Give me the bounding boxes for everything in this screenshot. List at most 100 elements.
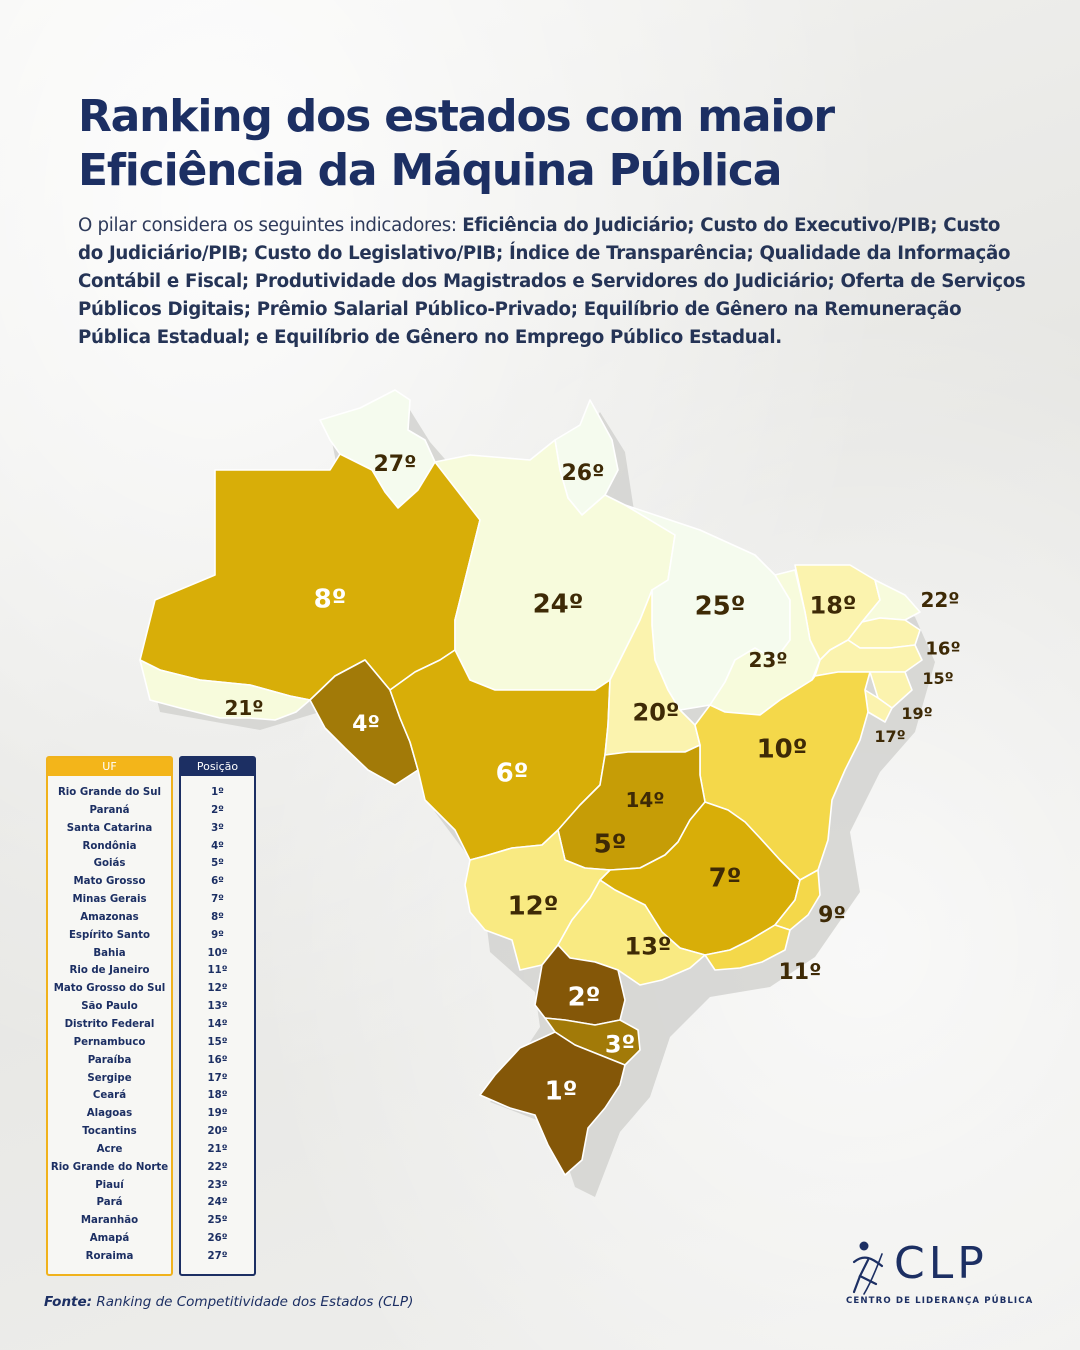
uf-row: Espírito Santo — [68, 929, 151, 941]
rank-label: 12º — [508, 891, 559, 921]
title-line-2: Eficiência da Máquina Pública — [78, 145, 782, 196]
rank-label: 18º — [810, 592, 857, 620]
state-region-espirito-santo — [774, 869, 821, 931]
rank-label: 25º — [695, 591, 746, 621]
uf-row: Paraná — [89, 804, 130, 816]
title-line-1: Ranking dos estados com maior — [78, 91, 835, 142]
source-label: Fonte: — [44, 1294, 93, 1310]
uf-row: Roraima — [85, 1250, 134, 1262]
position-row: 26º — [207, 1233, 228, 1245]
uf-row: Rio Grande do Sul — [57, 787, 162, 798]
position-column-header: Posição — [181, 758, 254, 776]
rank-label: 21º — [224, 696, 263, 720]
clp-figure-logo-icon — [852, 1241, 884, 1295]
uf-row: Mato Grosso — [73, 876, 146, 888]
uf-row: Alagoas — [86, 1108, 133, 1120]
uf-row: Rio de Janeiro — [69, 965, 150, 977]
map-regions — [139, 389, 923, 1176]
uf-row: Pernambuco — [73, 1036, 146, 1048]
position-row: 14º — [207, 1018, 228, 1030]
rank-label: 5º — [594, 829, 627, 859]
position-row: 21º — [207, 1143, 228, 1155]
position-rows: 1º 2º 3º 4º 5º 6º 7º 8º 9º 10º 11º 12º 13º 14º 15º 16º 1… — [181, 776, 254, 1266]
position-row: 27º — [207, 1250, 228, 1262]
position-row: 4º — [211, 840, 224, 852]
uf-row: Goiás — [93, 858, 126, 870]
state-region-sao-paulo — [557, 879, 706, 986]
uf-row: Santa Catarina — [66, 822, 153, 834]
uf-row: Sergipe — [87, 1072, 132, 1084]
position-row: 5º — [211, 858, 224, 870]
position-row: 15º — [207, 1036, 228, 1048]
page-title: Ranking dos estados com maior Eficiência… — [78, 90, 1018, 198]
rank-label: 10º — [757, 734, 808, 764]
rank-label: 3º — [605, 1031, 635, 1059]
rank-label: 15º — [922, 669, 953, 688]
uf-column-header: UF — [48, 758, 171, 776]
rank-label: 7º — [709, 863, 742, 893]
state-region-rio-grande-do-sul — [479, 1031, 626, 1176]
rank-label: 23º — [748, 648, 787, 672]
map-labels: 27º 26º 8º 24º 25º 18º 22º 16º 15º 19º 17º 23º 21º 4º… — [224, 452, 960, 1106]
position-row: 17º — [207, 1072, 228, 1084]
intro-paragraph: O pilar considera os seguintes indicador… — [78, 212, 1028, 352]
position-row: 23º — [207, 1179, 228, 1191]
rank-label: 19º — [901, 704, 932, 723]
uf-row: Pará — [96, 1197, 123, 1209]
logo-subtitle: CENTRO DE LIDERANÇA PÚBLICA — [846, 1296, 1034, 1306]
rank-label: 14º — [625, 788, 664, 812]
source-note: Fonte: Ranking de Competitividade dos Es… — [44, 1294, 413, 1310]
uf-row: Distrito Federal — [64, 1018, 155, 1030]
uf-row: Amapá — [89, 1233, 130, 1245]
position-row: 25º — [207, 1215, 228, 1227]
uf-row: Ceará — [92, 1090, 127, 1102]
rank-label: 13º — [625, 933, 672, 961]
rank-label: 22º — [920, 588, 959, 612]
state-region-amazonas — [139, 453, 481, 701]
uf-row: Tocantins — [82, 1126, 137, 1138]
rank-label: 26º — [561, 461, 604, 486]
uf-row: Paraíba — [87, 1054, 132, 1066]
uf-row: Amazonas — [80, 911, 139, 923]
position-row: 20º — [207, 1126, 228, 1138]
intro-prefix: O pilar considera os seguintes indicador… — [78, 215, 463, 236]
rank-label: 2º — [568, 982, 601, 1012]
uf-row: São Paulo — [81, 1001, 138, 1013]
uf-column: UF Rio Grande do Sul Paraná Santa Catarina… — [46, 756, 173, 1276]
position-row: 3º — [211, 822, 224, 834]
rank-label: 17º — [874, 727, 905, 746]
uf-row: Rondônia — [82, 840, 137, 852]
uf-row: Minas Gerais — [72, 894, 147, 906]
rank-label: 24º — [533, 589, 584, 619]
position-row: 7º — [211, 894, 224, 906]
rank-label: 6º — [496, 758, 529, 788]
position-row: 6º — [211, 876, 224, 888]
position-row: 9º — [211, 929, 224, 941]
state-region-rio-de-janeiro — [704, 924, 791, 971]
state-region-acre — [139, 659, 311, 721]
uf-row: Piauí — [95, 1179, 124, 1191]
uf-row: Maranhão — [80, 1215, 139, 1227]
position-row: 8º — [211, 911, 224, 923]
position-row: 16º — [207, 1054, 228, 1066]
position-row: 10º — [207, 947, 228, 959]
rank-label: 4º — [352, 712, 380, 737]
intro-indicators: Eficiência do Judiciário; Custo do Execu… — [78, 215, 1026, 348]
uf-row: Bahia — [93, 947, 126, 959]
position-row: 12º — [207, 983, 228, 995]
rank-label: 27º — [373, 452, 416, 477]
position-row: 18º — [207, 1090, 228, 1102]
position-row: 13º — [207, 1001, 228, 1013]
rank-label: 9º — [818, 903, 846, 928]
rank-label: 1º — [545, 1076, 578, 1106]
uf-row: Mato Grosso do Sul — [53, 983, 166, 995]
source-text: Ranking de Competitividade dos Estados (… — [92, 1294, 414, 1310]
position-row: 19º — [207, 1108, 228, 1120]
rank-label: 8º — [314, 584, 347, 614]
position-row: 2º — [211, 804, 224, 816]
uf-row: Acre — [96, 1143, 123, 1155]
state-region-parana — [534, 944, 626, 1026]
rank-label: 11º — [778, 960, 821, 985]
rank-label: 16º — [925, 638, 960, 659]
